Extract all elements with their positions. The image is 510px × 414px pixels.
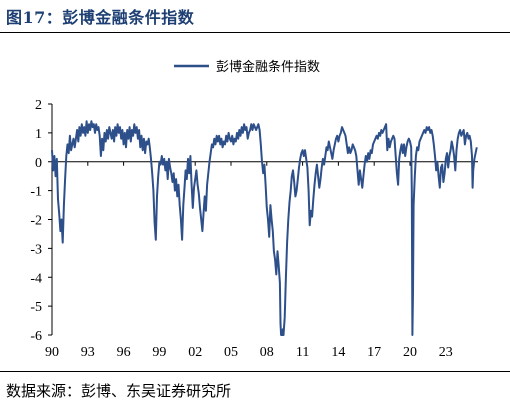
top-rule	[0, 32, 510, 33]
x-tick-label: 99	[152, 345, 166, 360]
y-tick-label: -4	[30, 271, 42, 286]
x-tick-label: 20	[403, 345, 417, 360]
axes: 2 1 0 -1 -2 -3 -4 -5 -690 93 96 99 02 05 08 11 14 17 20 23	[30, 98, 478, 360]
plot-area	[51, 120, 478, 336]
figure-title: 图17：彭博金融条件指数	[6, 8, 195, 27]
legend-label: 彭博金融条件指数	[216, 59, 320, 75]
legend: 彭博金融条件指数	[174, 59, 320, 75]
x-tick-label: 08	[260, 345, 274, 360]
x-tick-label: 05	[224, 345, 238, 360]
x-tick-label: 02	[188, 345, 202, 360]
x-tick-label: 96	[117, 345, 131, 360]
x-tick-label: 11	[296, 345, 309, 360]
x-tick-label: 90	[45, 345, 59, 360]
y-tick-label: 0	[35, 156, 42, 171]
y-tick-label: 2	[35, 98, 42, 113]
y-tick-label: -6	[30, 329, 42, 344]
bottom-rule	[0, 371, 510, 372]
x-tick-label: 93	[81, 345, 95, 360]
source-note: 数据来源：彭博、东吴证券研究所	[6, 382, 232, 400]
y-tick-label: -1	[30, 185, 42, 200]
x-tick-label: 14	[331, 345, 345, 360]
y-tick-label: -5	[30, 300, 42, 315]
y-tick-label: 1	[35, 127, 42, 142]
y-tick-label: -2	[30, 214, 42, 229]
y-tick-label: -3	[30, 242, 42, 257]
x-tick-label: 23	[439, 345, 453, 360]
chart-canvas: 彭博金融条件指数 2 1 0 -1 -2 -3 -4 -5 -690 93 96 99 02 05 08 11…	[30, 59, 478, 360]
x-tick-label: 17	[367, 345, 381, 360]
series-line-bloomberg-fci	[51, 120, 478, 336]
